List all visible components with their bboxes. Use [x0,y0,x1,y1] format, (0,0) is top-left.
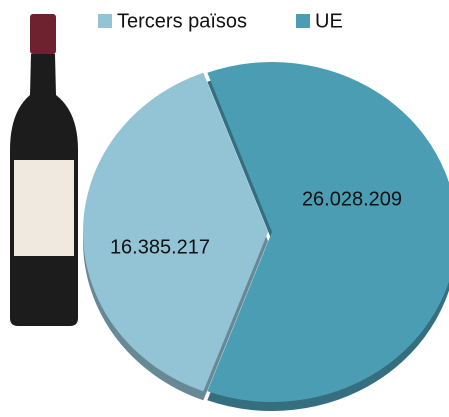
legend-label: Tercers països [117,10,247,32]
legend-swatch [98,14,112,28]
legend-label: UE [315,10,343,32]
legend: Tercers països UE [98,10,343,32]
slice [207,62,449,402]
legend-swatch [296,14,310,28]
data-label: 26.028.209 [302,188,402,210]
pie: 16.385.217 26.028.209 [82,62,449,411]
data-label: 16.385.217 [110,236,210,258]
slice [82,72,268,392]
wine-bottle [10,14,78,326]
